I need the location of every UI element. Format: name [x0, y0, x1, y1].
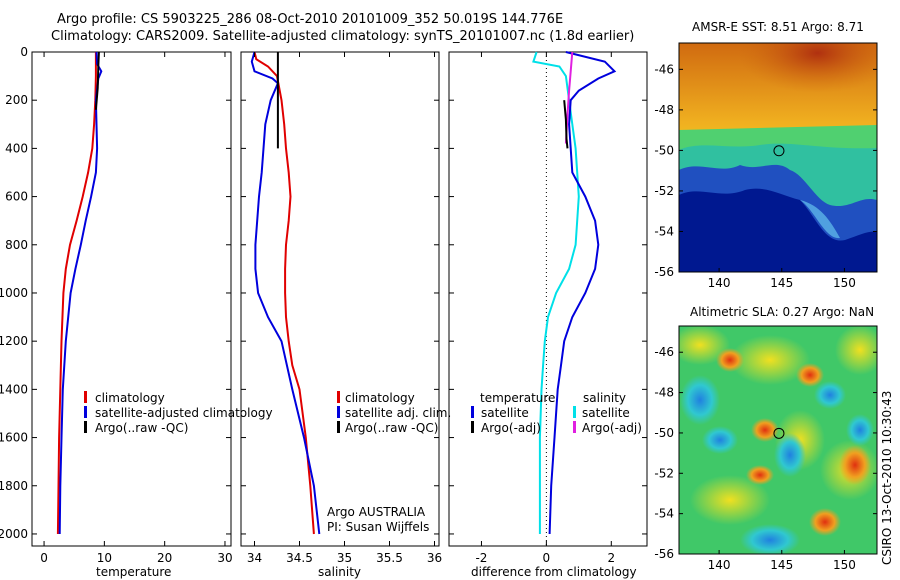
x-tick-label: 35	[337, 551, 352, 565]
y-tick-label: 600	[5, 190, 28, 204]
y-tick-label: 2000	[0, 527, 28, 541]
figure-title-line1: Argo profile: CS 5903225_286 08-Oct-2010…	[57, 12, 563, 27]
x-tick-label: 10	[97, 551, 112, 565]
series-line-temperature-satellite	[532, 51, 580, 534]
legend-header-salinity: salinity	[583, 391, 626, 405]
legend-swatch-sal-satellite	[573, 406, 576, 418]
salinity-legend: climatology satellite adj. clim. Argo(..…	[337, 391, 451, 435]
x-tick-label: 0	[543, 551, 551, 565]
sst-map: AMSR-E SST: 8.51 Argo: 8.71	[654, 20, 878, 290]
x-tick-label: 35.5	[376, 551, 403, 565]
series-line-climatology	[56, 52, 97, 535]
difference-axes-frame	[448, 51, 648, 547]
legend-swatch-satellite	[84, 406, 87, 418]
difference-xlabel: difference from climatology	[471, 565, 637, 579]
sst-map-image	[679, 43, 877, 272]
map-y-tick-label: -52	[654, 184, 674, 198]
argo-float-marker	[773, 145, 785, 157]
x-tick-label: 30	[217, 551, 232, 565]
legend-swatch-temp-satellite	[471, 406, 474, 418]
temperature-xlabel: temperature	[96, 565, 171, 579]
y-tick-label: 1800	[0, 479, 28, 493]
x-tick-label: 34	[247, 551, 262, 565]
sla-map-image	[679, 326, 877, 554]
y-tick-label: 200	[5, 93, 28, 107]
legend-label-sal-satellite: satellite	[582, 406, 630, 420]
map-y-tick-label: -54	[654, 507, 674, 521]
credit-line1: Argo AUSTRALIA	[327, 505, 426, 519]
legend-label-argo: Argo(..raw -QC)	[95, 421, 188, 435]
y-tick-label: 800	[5, 238, 28, 252]
legend-label-satellite: satellite adj. clim.	[345, 406, 451, 420]
legend-label-climatology: climatology	[345, 391, 415, 405]
sst-map-frame	[678, 42, 878, 273]
difference-panel: -2 0 2 temperature satellite Argo(-adj) sa…	[448, 51, 648, 579]
x-tick-label: 0	[40, 551, 48, 565]
x-tick-label: 34.5	[286, 551, 313, 565]
series-line-satellite-adj-clim-	[250, 51, 321, 535]
sst-map-title: AMSR-E SST: 8.51 Argo: 8.71	[692, 20, 864, 34]
credit-line2: PI: Susan Wijffels	[327, 520, 429, 534]
legend-label-satellite: satellite-adjusted climatology	[95, 406, 273, 420]
sla-map: Altimetric SLA: 0.27 Argo: NaN 140 145 150…	[654, 305, 878, 572]
y-tick-label: 1000	[0, 286, 28, 300]
x-tick-label: 2	[607, 551, 615, 565]
sla-map-title: Altimetric SLA: 0.27 Argo: NaN	[690, 305, 874, 319]
argo-float-marker	[773, 427, 785, 439]
legend-swatch-satellite	[337, 406, 340, 418]
temperature-axes-frame	[31, 51, 232, 547]
salinity-panel: 34 34.5 35 35.5 36 climatology satellite adj…	[240, 51, 451, 579]
legend-label-climatology: climatology	[95, 391, 165, 405]
map-y-tick-label: -50	[654, 143, 674, 157]
series-line-salinity-satellite	[548, 51, 617, 535]
series-line-temperature-argo-adj-	[563, 100, 569, 149]
legend-header-temperature: temperature	[480, 391, 555, 405]
legend-swatch-climatology	[84, 391, 87, 403]
figure-title-line2: Climatology: CARS2009. Satellite-adjuste…	[51, 29, 634, 44]
legend-swatch-argo	[84, 421, 87, 433]
map-x-tick-label: 150	[833, 558, 856, 572]
temperature-legend: climatology satellite-adjusted climatolo…	[84, 391, 273, 435]
x-tick-label: 20	[157, 551, 172, 565]
map-y-tick-label: -52	[654, 466, 674, 480]
map-y-tick-label: -56	[654, 265, 674, 279]
map-y-tick-label: -50	[654, 426, 674, 440]
map-x-tick-label: 140	[708, 558, 731, 572]
legend-swatch-sal-argo	[573, 421, 576, 433]
legend-label-temp-argo: Argo(-adj)	[481, 421, 541, 435]
y-tick-label: 1600	[0, 431, 28, 445]
map-y-tick-label: -48	[654, 103, 674, 117]
legend-swatch-temp-argo	[471, 421, 474, 433]
map-y-tick-label: -56	[654, 547, 674, 561]
legend-label-temp-satellite: satellite	[481, 406, 529, 420]
difference-legend: temperature satellite Argo(-adj) salinit…	[471, 391, 642, 435]
y-tick-label: 1400	[0, 382, 28, 396]
map-x-tick-label: 145	[770, 276, 793, 290]
side-stamp: CSIRO 13-Oct-2010 10:30:43	[880, 391, 894, 565]
salinity-xlabel: salinity	[318, 565, 361, 579]
sla-map-frame	[678, 325, 878, 555]
legend-label-sal-argo: Argo(-adj)	[582, 421, 642, 435]
x-tick-label: 36	[427, 551, 442, 565]
map-y-tick-label: -46	[654, 62, 674, 76]
y-tick-label: 0	[20, 45, 28, 59]
series-line-climatology	[253, 51, 315, 535]
map-x-tick-label: 140	[708, 276, 731, 290]
legend-swatch-climatology	[337, 391, 340, 403]
y-tick-label: 1200	[0, 334, 28, 348]
y-tick-label: 400	[5, 141, 28, 155]
temperature-panel: 0 10 20 30 0 200 400 600 800 1000 1200 1400 1600 1800…	[0, 45, 273, 579]
map-y-tick-label: -54	[654, 224, 674, 238]
map-x-tick-label: 150	[833, 276, 856, 290]
map-x-tick-label: 145	[770, 558, 793, 572]
legend-swatch-argo	[337, 421, 340, 433]
series-line-argo-raw-qc-	[94, 51, 100, 110]
x-tick-label: -2	[475, 551, 487, 565]
salinity-axes-frame	[240, 51, 440, 547]
map-y-tick-label: -46	[654, 345, 674, 359]
legend-label-argo: Argo(..raw -QC)	[345, 421, 438, 435]
map-y-tick-label: -48	[654, 386, 674, 400]
